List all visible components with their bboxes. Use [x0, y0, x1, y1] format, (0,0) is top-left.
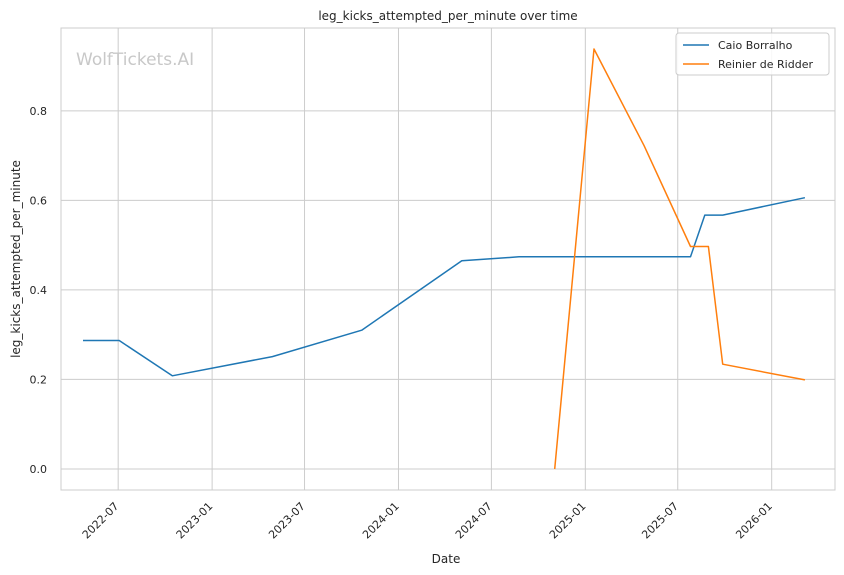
x-tick-label: 2024-07	[453, 500, 495, 542]
y-tick-label: 0.0	[30, 463, 48, 476]
legend: Caio Borralho Reinier de Ridder	[675, 32, 830, 76]
x-tick-label: 2022-07	[80, 500, 122, 542]
y-tick-label: 0.4	[30, 284, 48, 297]
watermark-text: WolfTickets.AI	[76, 50, 194, 70]
legend-label-caio-borralho: Caio Borralho	[718, 39, 793, 52]
series-line-reinier-de-ridder	[553, 48, 806, 470]
y-tick-label: 0.8	[30, 105, 48, 118]
legend-label-reinier-de-ridder: Reinier de Ridder	[718, 58, 813, 71]
x-axis-title: Date	[432, 552, 461, 566]
x-tick-label: 2023-01	[174, 500, 216, 542]
chart-title: leg_kicks_attempted_per_minute over time	[318, 9, 577, 23]
x-tick-label: 2024-01	[360, 500, 402, 542]
series-layer	[83, 48, 806, 470]
plot-frame	[60, 27, 836, 491]
x-tick-label: 2023-07	[266, 500, 308, 542]
legend-box	[675, 32, 830, 76]
series-line-caio-borralho	[83, 196, 806, 377]
y-axis-title: leg_kicks_attempted_per_minute	[9, 160, 23, 358]
plot-background	[61, 28, 835, 490]
x-axis-ticks: 2022-07 2023-01 2023-07 2024-01 2024-07 2025-…	[80, 500, 775, 542]
x-tick-label: 2026-01	[733, 500, 775, 542]
y-tick-label: 0.2	[30, 373, 48, 386]
y-tick-label: 0.6	[30, 194, 48, 207]
x-tick-label: 2025-07	[639, 500, 681, 542]
y-axis-ticks: 0.0 0.2 0.4 0.6 0.8	[30, 105, 48, 476]
x-tick-label: 2025-01	[547, 500, 589, 542]
